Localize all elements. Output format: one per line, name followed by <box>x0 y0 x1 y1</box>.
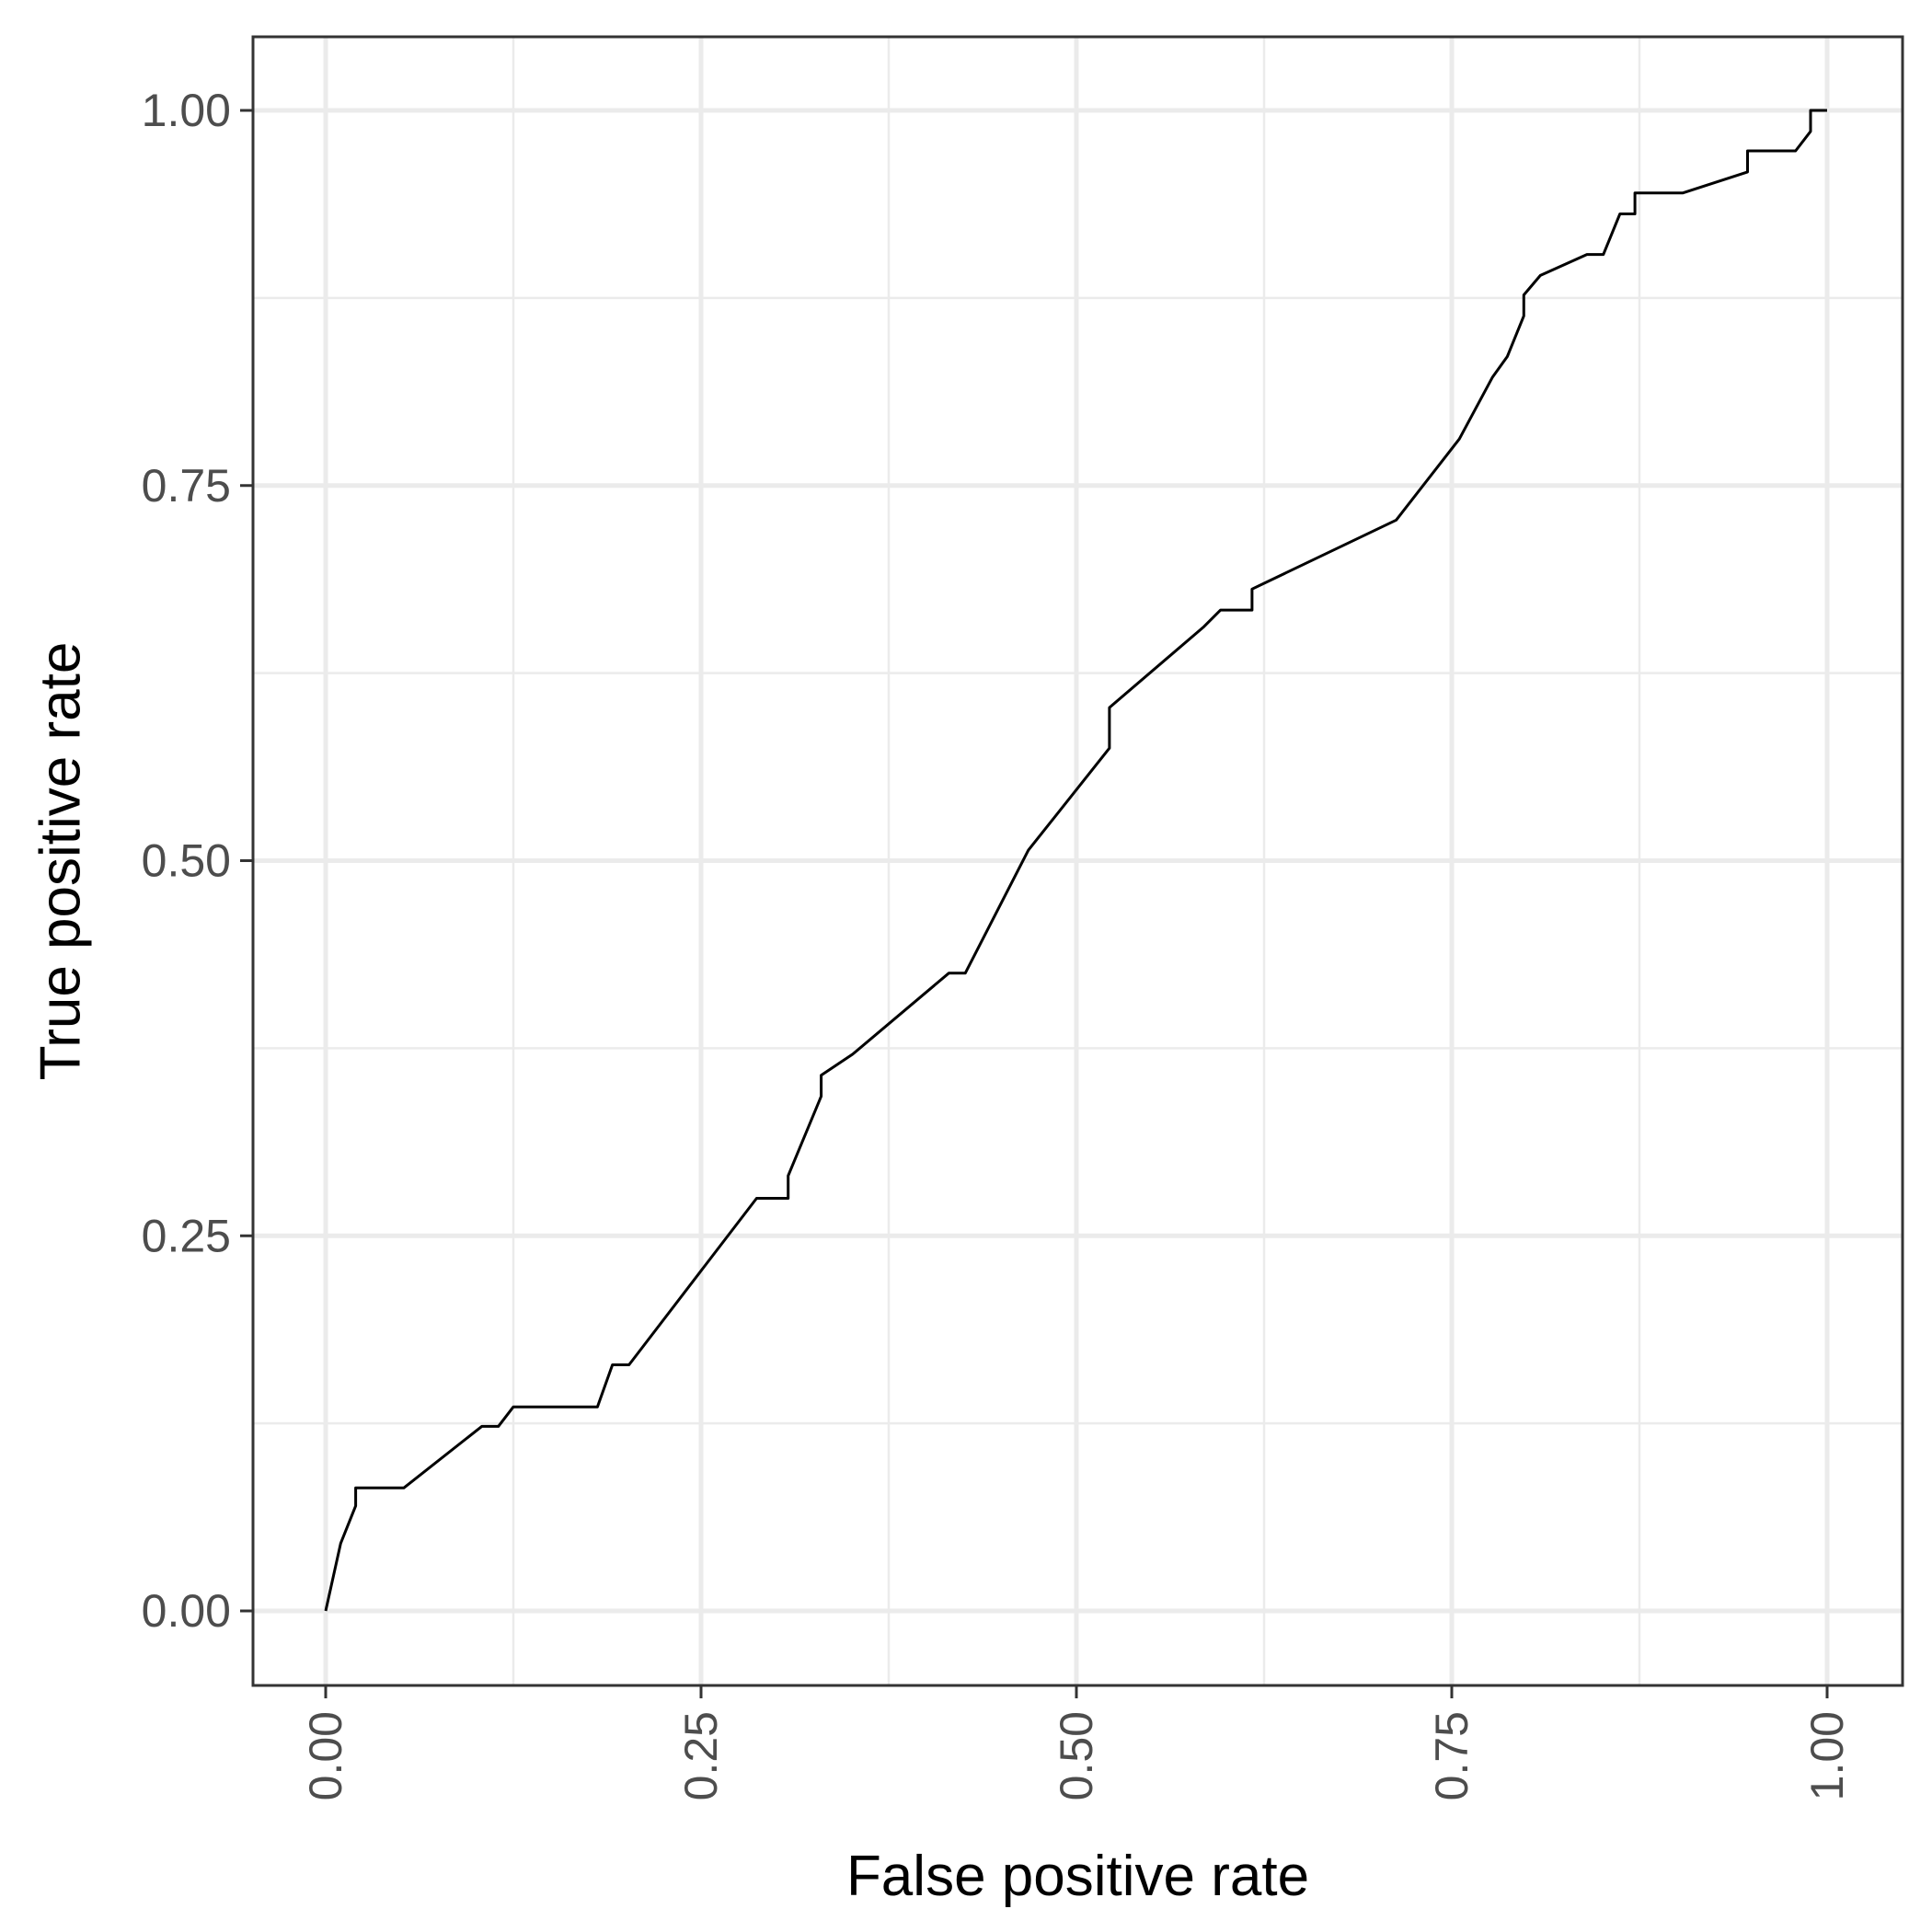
x-axis-title: False positive rate <box>846 1845 1309 1908</box>
x-tick-label-2: 0.50 <box>1051 1711 1102 1800</box>
grid <box>253 37 1903 1685</box>
axis-ticks: 0.00 0.25 0.50 0.75 1.00 0.00 0.25 0.50 0.75 1.00 <box>142 85 1853 1800</box>
y-axis-title: True positive rate <box>29 642 93 1081</box>
y-tick-label-2: 0.50 <box>142 835 231 887</box>
x-tick-label-4: 1.00 <box>1801 1711 1853 1800</box>
roc-curve-line-0 <box>324 109 1827 1612</box>
x-tick-label-1: 0.25 <box>675 1711 727 1800</box>
y-tick-label-0: 0.00 <box>142 1585 231 1637</box>
y-tick-label-4: 1.00 <box>142 85 231 136</box>
y-tick-label-1: 0.25 <box>142 1210 231 1261</box>
x-tick-label-0: 0.00 <box>300 1711 351 1800</box>
x-tick-label-3: 0.75 <box>1426 1711 1478 1800</box>
y-tick-label-3: 0.75 <box>142 460 231 512</box>
series-layer <box>324 109 1827 1612</box>
